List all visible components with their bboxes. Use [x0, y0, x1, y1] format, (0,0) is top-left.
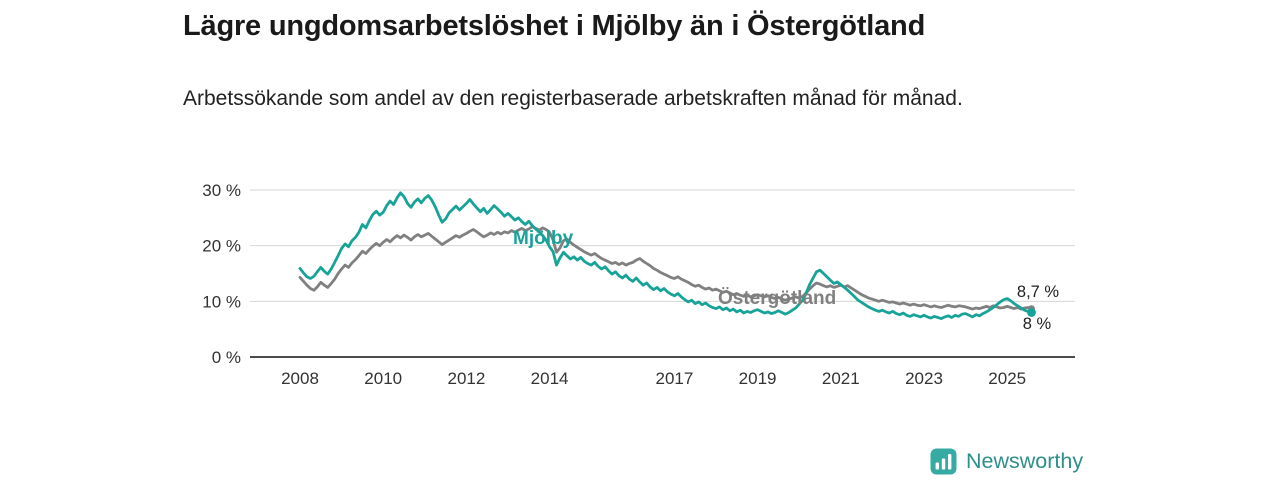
chart-title: Lägre ungdomsarbetslöshet i Mjölby än i …	[183, 10, 926, 42]
x-axis-tick-label: 2014	[531, 369, 569, 388]
series-line-mj-lby	[298, 191, 1033, 320]
newsworthy-logo[interactable]: Newsworthy	[930, 448, 1083, 475]
series-label--sterg-tland: Östergötland	[718, 288, 836, 309]
end-value-label-mj-lby: 8 %	[1023, 315, 1052, 333]
x-axis-tick-label: 2019	[739, 369, 777, 388]
newsworthy-bar-chart-icon	[930, 448, 957, 475]
x-axis-tick-label: 2017	[655, 369, 693, 388]
x-axis-tick-label: 2025	[988, 369, 1026, 388]
series-label-mj-lby: Mjölby	[513, 228, 574, 249]
x-axis-tick-label: 2023	[905, 369, 943, 388]
x-axis-tick-label: 2012	[447, 369, 485, 388]
y-axis-tick-label: 30 %	[202, 181, 241, 200]
series-end-dot-mj-lby	[1027, 308, 1036, 317]
series-line--sterg-tland	[298, 225, 1033, 311]
x-axis-tick-label: 2008	[281, 369, 319, 388]
x-axis-tick-label: 2010	[364, 369, 402, 388]
y-axis-tick-label: 0 %	[212, 348, 241, 367]
y-axis-tick-label: 10 %	[202, 292, 241, 311]
y-axis-tick-label: 20 %	[202, 237, 241, 256]
newsworthy-wordmark: Newsworthy	[966, 449, 1084, 473]
chart-subtitle: Arbetssökande som andel av den registerb…	[183, 87, 963, 110]
x-axis-tick-label: 2021	[822, 369, 860, 388]
end-value-label--sterg-tland: 8,7 %	[1017, 283, 1060, 301]
